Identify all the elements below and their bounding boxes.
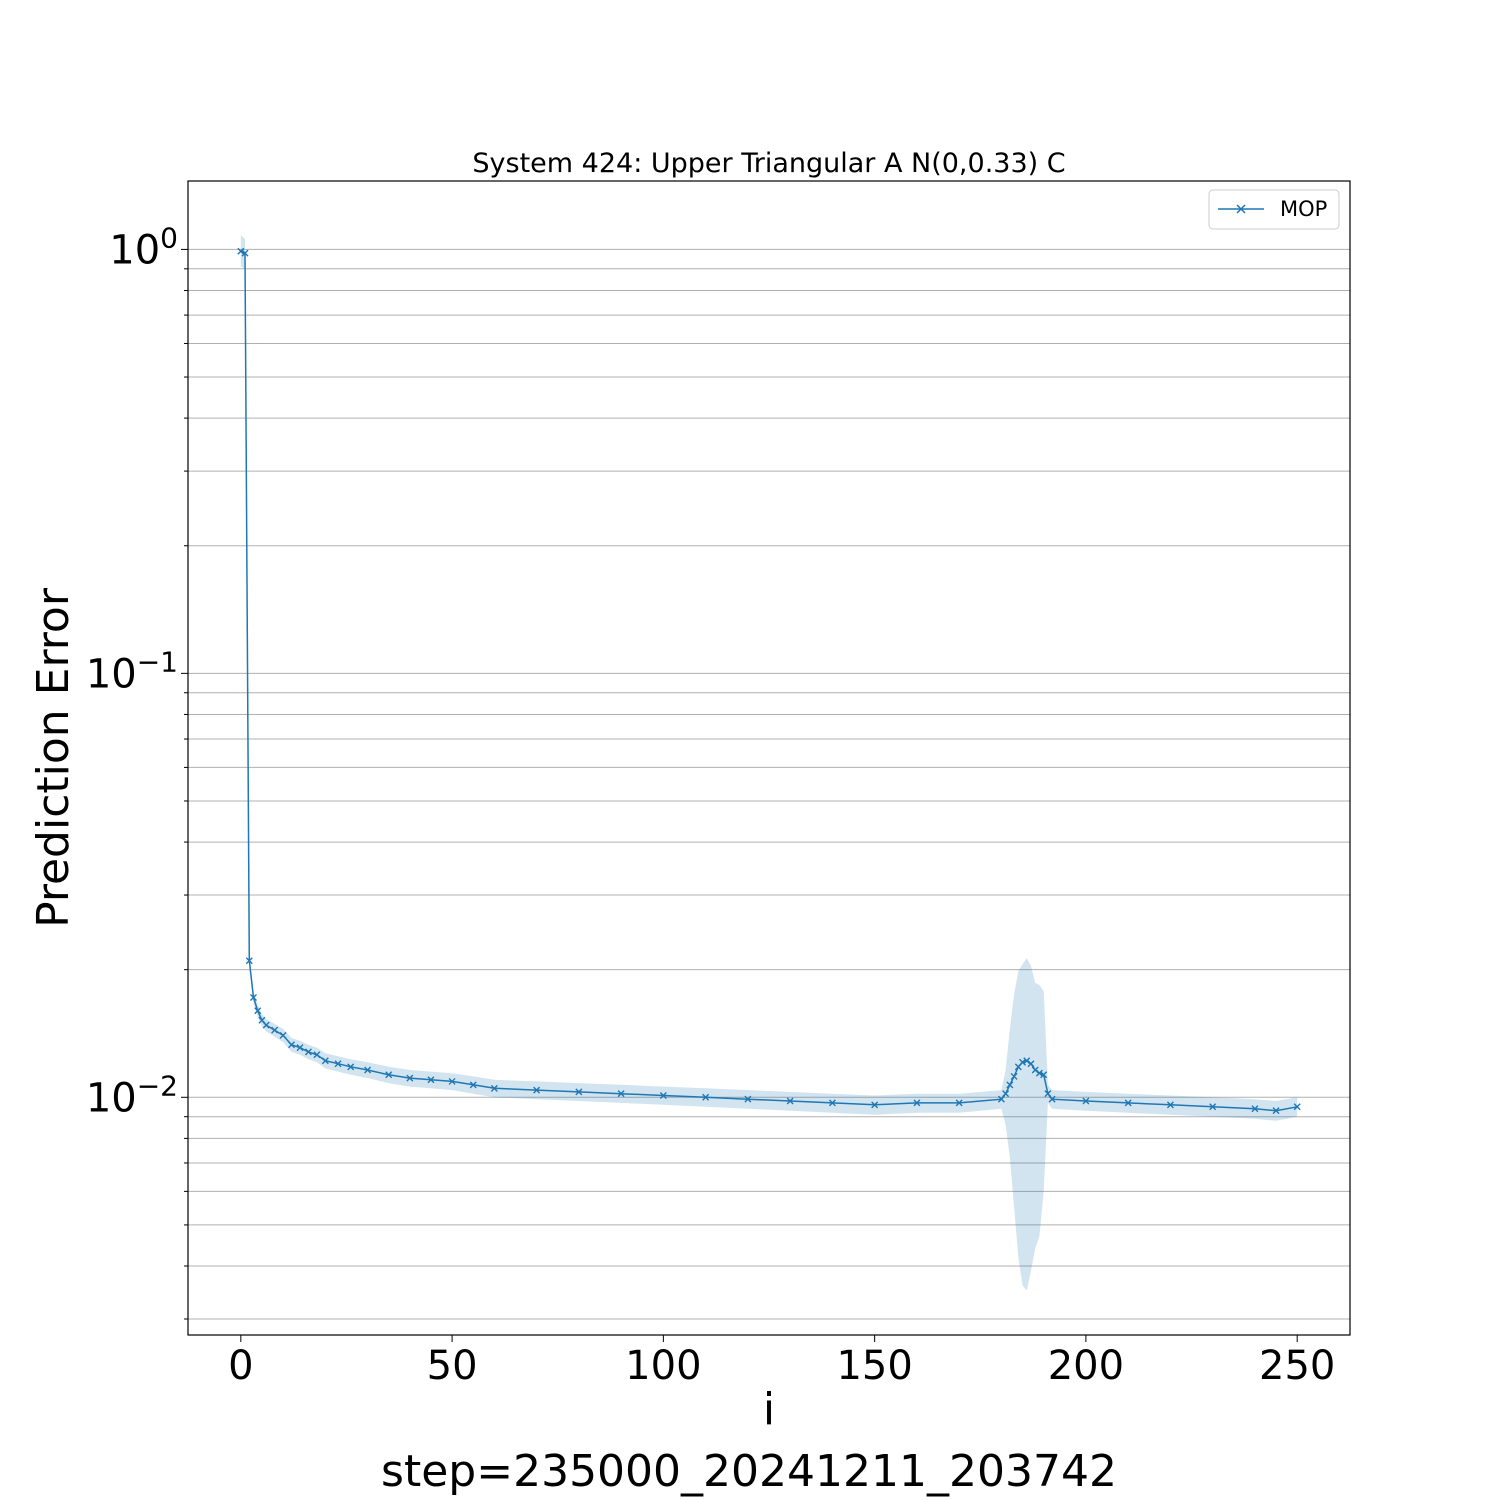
y-tick-label: 10−2 <box>86 1069 178 1121</box>
x-tick-label: 100 <box>625 1343 701 1389</box>
data-point-marker <box>786 1097 794 1105</box>
data-point-marker <box>241 249 249 257</box>
y-tick-label: 10−1 <box>86 645 178 697</box>
data-point-marker <box>334 1060 342 1068</box>
error-band <box>240 235 1298 1291</box>
data-point-marker <box>659 1091 667 1099</box>
data-point-marker <box>828 1099 836 1107</box>
data-point-marker <box>913 1099 921 1107</box>
data-point-marker <box>955 1099 963 1107</box>
data-point-marker <box>533 1086 541 1094</box>
data-point-marker <box>1044 1090 1052 1098</box>
data-point-marker <box>1251 1105 1259 1113</box>
x-tick-label: 250 <box>1259 1343 1335 1389</box>
y-tick-label: 100 <box>109 221 178 273</box>
chart-title: System 424: Upper Triangular A N(0,0.33)… <box>472 148 1065 179</box>
data-point-marker <box>254 1007 262 1015</box>
legend: MOP <box>1208 189 1340 230</box>
data-point-marker <box>1006 1081 1014 1089</box>
data-point-marker <box>347 1063 355 1071</box>
data-point-marker <box>271 1026 279 1034</box>
data-point-marker <box>448 1077 456 1085</box>
y-gridlines <box>181 248 1350 1320</box>
series-line <box>240 250 1298 1112</box>
legend-marker-icon <box>1236 204 1246 214</box>
data-point-marker <box>490 1084 498 1092</box>
data-point-marker <box>1124 1099 1132 1107</box>
data-point-marker <box>279 1031 287 1039</box>
x-tick-label: 50 <box>427 1343 478 1389</box>
footer-label: step=235000_20241211_203742 <box>381 1446 1117 1497</box>
data-point-marker <box>575 1088 583 1096</box>
data-point-marker <box>1010 1072 1018 1080</box>
series-line-mop <box>240 250 1298 1112</box>
series-markers <box>237 247 1301 1115</box>
data-point-marker <box>702 1093 710 1101</box>
x-tick-label: 200 <box>1048 1343 1124 1389</box>
data-point-marker <box>1023 1057 1031 1065</box>
data-point-marker <box>871 1101 879 1109</box>
data-point-marker <box>237 247 245 255</box>
legend-box <box>1208 189 1340 230</box>
data-point-marker <box>617 1090 625 1098</box>
data-point-marker <box>364 1066 372 1074</box>
data-point-marker <box>262 1021 270 1029</box>
data-point-marker <box>304 1048 312 1056</box>
data-point-marker <box>469 1081 477 1089</box>
data-point-marker <box>250 993 257 1001</box>
x-axis-ticks: 0 50 100 150 200 250 <box>228 1335 1335 1389</box>
y-axis-ticks: 10−2 10−1 100 <box>86 221 178 1121</box>
data-point-marker <box>1031 1066 1039 1074</box>
legend-label: MOP <box>1280 197 1327 221</box>
x-axis-label: i <box>763 1384 775 1435</box>
x-tick-label: 0 <box>228 1343 253 1389</box>
data-point-marker <box>1019 1058 1027 1066</box>
confidence-band <box>240 235 1298 1291</box>
data-point-marker <box>1272 1107 1280 1115</box>
plot-frame <box>187 180 1351 1336</box>
x-tick-label: 150 <box>836 1343 912 1389</box>
data-point-marker <box>1293 1103 1301 1111</box>
data-point-marker <box>245 957 253 965</box>
data-point-marker <box>1082 1097 1090 1105</box>
y-axis-label: Prediction Error <box>28 587 79 928</box>
data-point-marker <box>1166 1101 1174 1109</box>
data-point-marker <box>1035 1069 1043 1077</box>
data-point-marker <box>997 1095 1005 1103</box>
data-point-marker <box>427 1076 435 1084</box>
data-point-marker <box>1002 1090 1010 1098</box>
data-point-marker <box>288 1041 296 1049</box>
data-point-marker <box>1027 1060 1035 1068</box>
data-point-marker <box>406 1074 414 1082</box>
data-point-marker <box>321 1057 329 1065</box>
data-point-marker <box>744 1095 752 1103</box>
data-point-marker <box>1209 1103 1217 1111</box>
data-point-marker <box>1048 1095 1056 1103</box>
data-point-marker <box>385 1071 393 1079</box>
data-point-marker <box>296 1044 304 1052</box>
data-point-marker <box>1040 1071 1048 1079</box>
data-point-marker <box>313 1051 321 1059</box>
